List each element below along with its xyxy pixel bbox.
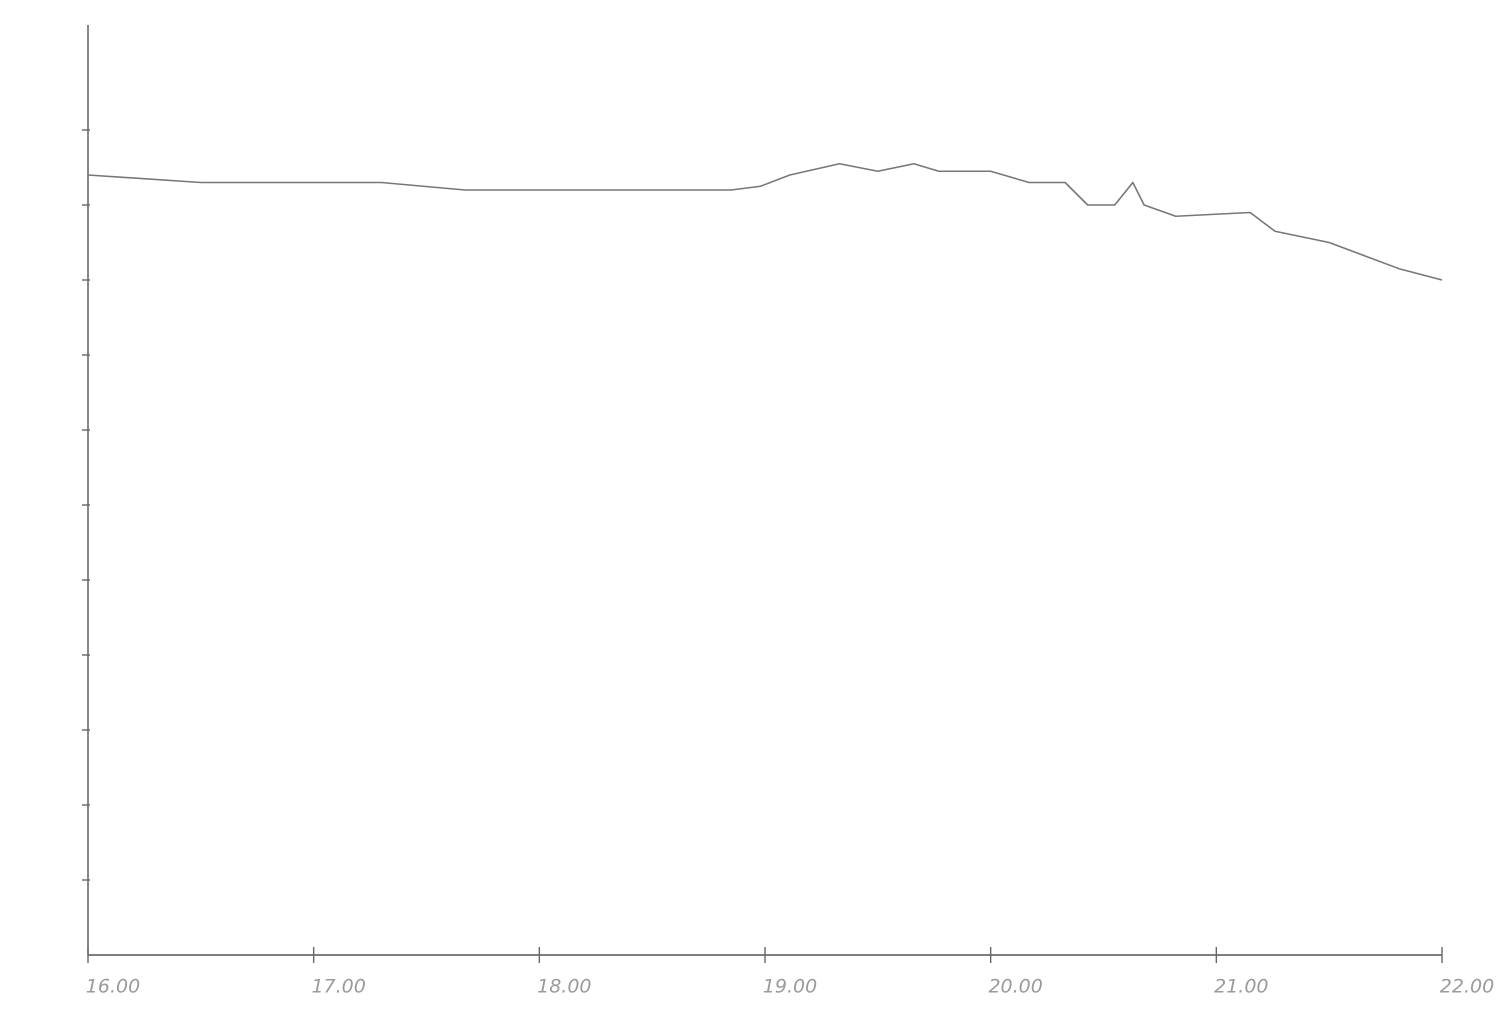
x-tick-label: 17.00 — [311, 976, 365, 998]
x-tick-label: 21.00 — [1214, 976, 1268, 998]
line-series — [87, 162, 1443, 281]
x-tick-label: 22.00 — [1440, 976, 1494, 998]
x-tick-label: 19.00 — [763, 976, 817, 998]
x-tick-label: 18.00 — [537, 976, 591, 998]
x-tick-label: 20.00 — [988, 976, 1042, 998]
x-tick-label: 16.00 — [86, 976, 140, 998]
